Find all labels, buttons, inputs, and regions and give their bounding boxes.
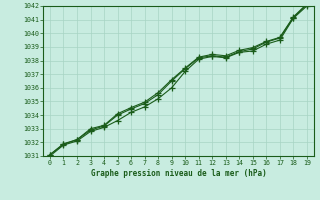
X-axis label: Graphe pression niveau de la mer (hPa): Graphe pression niveau de la mer (hPa) — [91, 169, 266, 178]
